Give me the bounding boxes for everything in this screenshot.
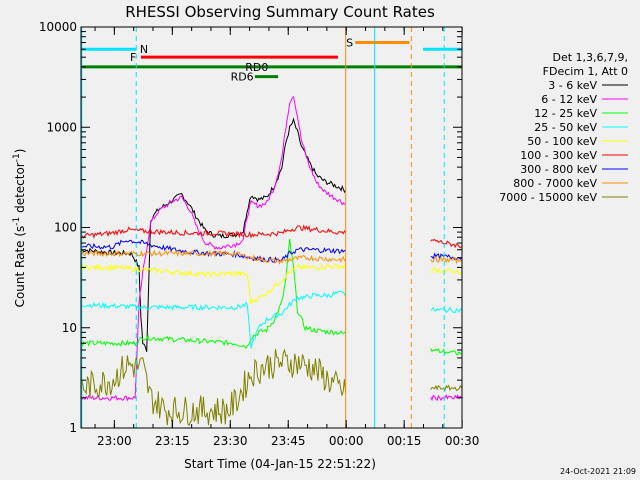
legend: Det 1,3,6,7,9, FDecim 1, Att 0 3 - 6 keV… <box>499 51 628 204</box>
series-line-1 <box>80 95 346 402</box>
legend-label-5: 100 - 300 keV <box>520 149 597 162</box>
series-line-7 <box>80 249 347 265</box>
series-line-after-gap-6 <box>430 394 462 402</box>
legend-label-6: 300 - 800 keV <box>520 163 597 176</box>
series-line-after-gap-3 <box>430 267 462 275</box>
vertical-markers <box>81 27 445 428</box>
series-line-after-gap-0 <box>430 238 462 249</box>
series-line-2 <box>80 238 347 349</box>
legend-label-3: 25 - 50 keV <box>534 121 597 134</box>
y-tick-label-0: 1 <box>69 421 77 435</box>
legend-label-7: 800 - 7000 keV <box>513 177 597 190</box>
series-line-after-gap-5 <box>430 348 462 356</box>
legend-label-0: 3 - 6 keV <box>548 79 597 92</box>
series-line-5 <box>80 224 347 239</box>
series-line-after-gap-1 <box>430 252 462 261</box>
x-tick-label-6: 00:30 <box>445 434 480 448</box>
x-tick-label-2: 23:30 <box>213 434 248 448</box>
y-tick-label-1: 10 <box>62 321 77 335</box>
flag-label-0: N <box>140 43 148 56</box>
x-tick-label-1: 23:15 <box>155 434 190 448</box>
y-tick-label-4: 10000 <box>39 20 77 34</box>
legend-label-2: 12 - 25 keV <box>534 107 597 120</box>
x-tick-label-0: 23:00 <box>97 434 132 448</box>
flag-label-5: RD6 <box>231 71 254 84</box>
legend-label-8: 7000 - 15000 keV <box>499 191 597 204</box>
legend-header-line-2: FDecim 1, Att 0 <box>543 65 628 78</box>
series-line-8 <box>80 348 347 427</box>
chart-title: RHESSI Observing Summary Count Rates <box>125 3 435 21</box>
series-line-4 <box>80 263 347 305</box>
flag-label-4: RD0 <box>245 61 268 74</box>
flag-label-3: S <box>346 37 353 50</box>
x-axis: 23:00 23:15 23:30 23:45 00:00 00:15 00:30 <box>94 27 480 448</box>
footer-timestamp: 24-Oct-2021 21:09 <box>560 467 636 476</box>
y-axis-label: Count Rate (s-1 detector-1) <box>12 149 27 308</box>
series-line-after-gap-4 <box>430 306 462 314</box>
series-line-after-gap-7 <box>430 384 463 392</box>
y-tick-label-2: 100 <box>54 221 77 235</box>
series-line-3 <box>80 290 347 349</box>
legend-label-4: 50 - 100 keV <box>527 135 597 148</box>
x-tick-label-5: 00:15 <box>387 434 422 448</box>
y-tick-label-3: 1000 <box>46 120 77 134</box>
x-axis-label: Start Time (04-Jan-15 22:51:22) <box>184 457 376 471</box>
flag-label-2: F <box>130 51 136 64</box>
legend-header-line-1: Det 1,3,6,7,9, <box>552 51 628 64</box>
x-tick-label-3: 23:45 <box>271 434 306 448</box>
y-axis: 1 10 100 1000 10000 <box>39 20 462 435</box>
series-line-after-gap-2 <box>430 256 462 265</box>
plot-lines <box>80 95 463 427</box>
legend-label-1: 6 - 12 keV <box>541 93 597 106</box>
x-tick-label-4: 00:00 <box>329 434 364 448</box>
